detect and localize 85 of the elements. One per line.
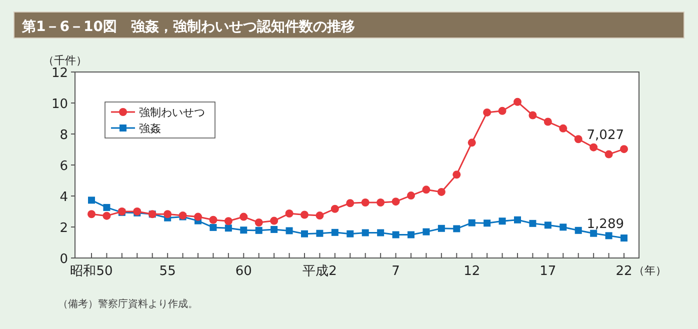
point (498, 106, 506, 115)
point (194, 212, 202, 221)
x-tick-label: 平成2 (302, 264, 337, 279)
y-tick-label: 2 (60, 221, 68, 236)
point (377, 229, 384, 236)
point (286, 227, 293, 234)
point (255, 226, 262, 234)
y-tick-label: 8 (60, 128, 68, 143)
x-tick-label: 55 (159, 264, 176, 279)
x-tick-label: 17 (540, 264, 556, 279)
point (392, 198, 400, 206)
y-tick-label: 4 (60, 190, 68, 205)
point (560, 224, 567, 231)
point (574, 226, 582, 234)
annotation: 7,027 (586, 128, 624, 144)
point (605, 232, 612, 240)
point (544, 118, 552, 126)
point (620, 234, 628, 242)
point (590, 230, 598, 237)
point (514, 216, 521, 224)
x-tick-label: 12 (464, 264, 480, 279)
point (422, 228, 430, 236)
x-tick-label: 7 (392, 264, 400, 279)
x-tick-label: 昭和50 (70, 264, 113, 279)
point (438, 224, 445, 232)
point (301, 230, 308, 238)
point (240, 226, 248, 234)
point (224, 217, 232, 226)
point (437, 188, 446, 196)
point (468, 138, 476, 147)
point (331, 228, 338, 236)
point (224, 224, 232, 232)
point (483, 108, 492, 116)
point (285, 210, 294, 218)
y-tick-label: 12 (51, 66, 68, 81)
point (346, 199, 354, 208)
legend-label: 強制わいせつ (139, 106, 205, 119)
x-tick-label: 60 (235, 264, 252, 279)
legend-label: 強姦 (139, 122, 161, 135)
annotation: 1,289 (586, 217, 624, 232)
point (270, 216, 278, 225)
point (316, 230, 324, 237)
point (88, 210, 96, 218)
point (453, 225, 460, 232)
point (330, 204, 339, 213)
point (407, 192, 415, 200)
point (590, 143, 598, 152)
point (620, 145, 628, 154)
point (240, 212, 248, 221)
point (514, 98, 522, 106)
chart-title: 第1－6－10図 強姦，強制わいせつ認知件数の推移 (21, 18, 355, 35)
point (103, 204, 110, 211)
y-axis-title: （千件） (43, 54, 87, 67)
point (422, 186, 430, 194)
point (270, 226, 278, 233)
point (300, 210, 308, 219)
point (528, 111, 537, 120)
point (254, 218, 263, 227)
point (346, 230, 354, 238)
point (209, 216, 218, 224)
point (376, 198, 385, 207)
point (498, 218, 506, 225)
point (210, 224, 217, 231)
x-tick-label: 22 (616, 264, 632, 279)
point (164, 210, 172, 218)
text: （備考）警察庁資料より作成。 (58, 298, 198, 310)
point (604, 150, 613, 158)
y-tick-label: 6 (60, 159, 68, 174)
point (316, 212, 324, 220)
point (529, 220, 536, 227)
point (468, 219, 476, 226)
point (392, 231, 400, 238)
point (408, 231, 414, 238)
point (452, 170, 461, 179)
point (544, 222, 552, 229)
point (574, 135, 582, 144)
point (102, 212, 111, 220)
point (88, 196, 95, 204)
point (559, 124, 568, 132)
y-tick-label: 10 (51, 97, 68, 112)
point (484, 220, 491, 227)
point (362, 229, 369, 236)
y-tick-label: 0 (60, 252, 68, 267)
x-axis-title: （年） (633, 264, 666, 277)
point (361, 198, 370, 207)
